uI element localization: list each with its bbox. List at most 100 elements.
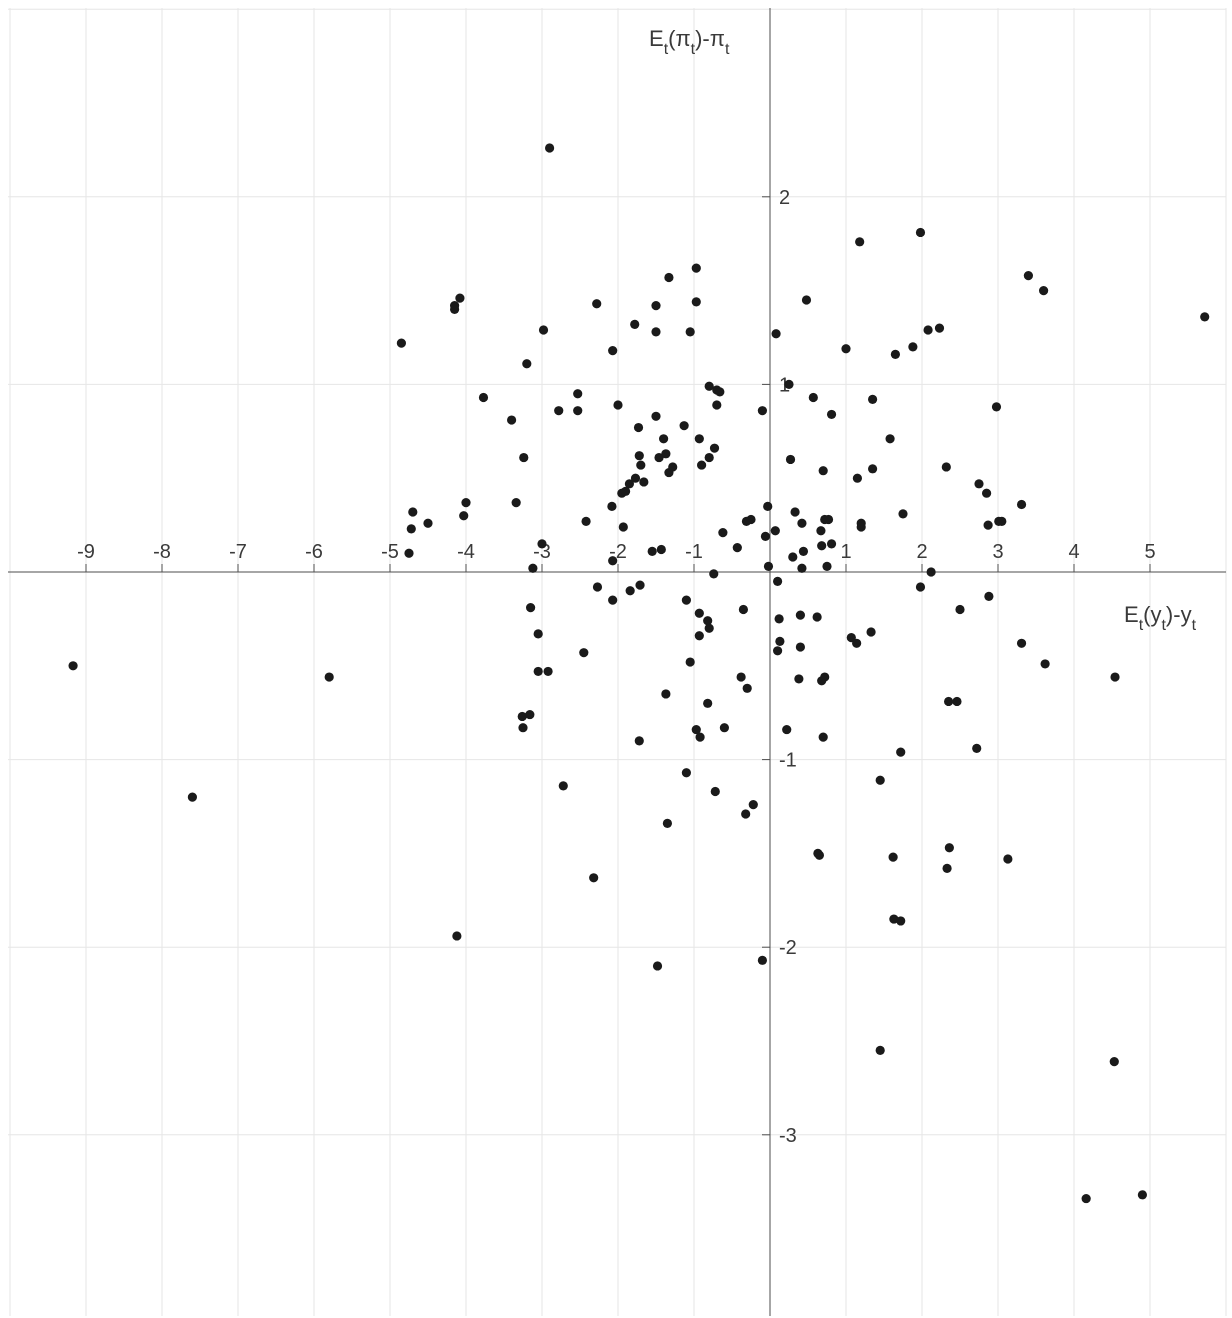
data-point: [573, 406, 583, 416]
data-point: [558, 781, 568, 791]
data-point: [1016, 638, 1027, 648]
data-point: [703, 698, 713, 708]
data-point: [685, 327, 695, 337]
data-point: [896, 747, 906, 757]
data-point: [408, 507, 418, 517]
data-point: [808, 392, 818, 403]
data-point: [856, 522, 866, 532]
data-point: [592, 582, 603, 592]
data-point: [709, 443, 720, 453]
data-point: [782, 724, 792, 735]
data-point: [774, 614, 784, 624]
data-point: [1081, 1193, 1091, 1204]
data-point: [896, 916, 906, 926]
data-point: [732, 543, 742, 553]
data-point: [525, 709, 535, 720]
data-point: [634, 736, 644, 746]
data-point: [908, 342, 918, 352]
x-tick-label: -8: [153, 541, 171, 563]
data-point: [633, 422, 644, 433]
data-point: [709, 569, 719, 579]
data-point: [710, 786, 720, 797]
data-point: [624, 479, 635, 489]
data-point: [852, 473, 863, 483]
data-point: [579, 648, 589, 658]
data-point: [866, 627, 876, 637]
data-point: [983, 520, 993, 530]
data-point: [694, 631, 704, 641]
data-point: [784, 379, 794, 389]
data-point: [694, 434, 704, 444]
x-tick-label: -5: [381, 541, 399, 563]
data-point: [944, 843, 954, 853]
data-point: [915, 582, 926, 592]
data-point: [775, 636, 785, 647]
data-point: [533, 629, 543, 639]
data-point: [797, 563, 807, 573]
data-points: [68, 143, 1210, 1204]
data-point: [1016, 499, 1027, 510]
data-point: [823, 514, 834, 525]
data-point: [788, 552, 798, 562]
data-point: [478, 392, 489, 403]
data-point: [661, 449, 671, 459]
data-point: [404, 548, 414, 558]
x-tick-label: -6: [305, 541, 323, 563]
data-point: [659, 434, 669, 444]
data-point: [955, 604, 965, 615]
data-point: [1110, 672, 1120, 682]
data-point: [712, 400, 722, 410]
data-point: [697, 460, 707, 470]
data-point: [817, 541, 827, 551]
data-point: [773, 646, 783, 656]
data-point: [635, 580, 645, 590]
data-point: [748, 800, 758, 810]
data-point: [589, 873, 599, 883]
data-point: [885, 434, 895, 444]
data-point: [396, 338, 406, 348]
data-point: [651, 411, 661, 421]
data-point: [647, 546, 657, 556]
x-tick-label: 3: [992, 541, 1003, 563]
data-point: [517, 711, 527, 722]
data-point: [630, 319, 640, 329]
data-point: [554, 406, 564, 416]
data-point: [636, 460, 646, 470]
data-point: [538, 325, 549, 335]
data-point: [652, 961, 663, 971]
y-tick-label: -2: [779, 937, 797, 959]
data-point: [461, 497, 471, 508]
data-point: [718, 528, 728, 538]
data-point: [507, 415, 517, 425]
data-point: [668, 462, 678, 472]
data-point: [187, 792, 197, 802]
data-point: [681, 595, 692, 605]
data-point: [984, 591, 994, 601]
data-point: [662, 818, 673, 828]
data-point: [704, 452, 714, 463]
data-point: [974, 479, 984, 489]
data-point: [944, 696, 954, 707]
data-point: [518, 723, 528, 733]
data-point: [855, 237, 865, 247]
data-point: [528, 563, 538, 573]
data-point: [691, 263, 701, 273]
data-point: [991, 402, 1002, 412]
data-point: [719, 723, 730, 733]
data-point: [694, 608, 704, 618]
data-point: [760, 531, 771, 541]
data-point: [519, 452, 529, 463]
data-point: [736, 672, 746, 682]
x-tick-label: 5: [1144, 541, 1155, 563]
data-point: [522, 359, 532, 369]
data-point: [1039, 286, 1049, 296]
data-point: [952, 696, 962, 707]
data-point: [888, 852, 898, 862]
data-point: [704, 623, 714, 633]
data-point: [785, 454, 796, 465]
data-point: [679, 421, 689, 431]
data-point: [1109, 1057, 1119, 1067]
data-point: [573, 389, 583, 399]
data-point: [771, 329, 781, 339]
